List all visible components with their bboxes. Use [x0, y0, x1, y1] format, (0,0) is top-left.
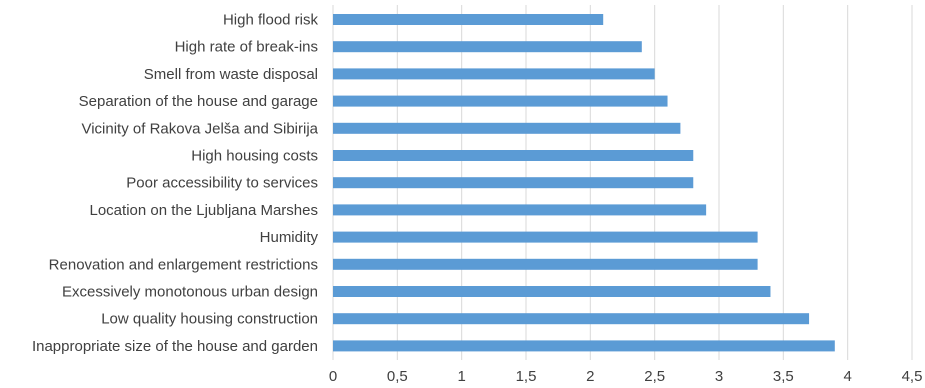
category-label: Separation of the house and garage	[79, 93, 318, 110]
bars	[333, 14, 835, 352]
x-tick-label: 4,5	[902, 368, 923, 385]
bar	[333, 177, 694, 189]
x-tick-label: 0,5	[387, 368, 408, 385]
bar	[333, 41, 642, 53]
category-label: Vicinity of Rakova Jelša and Sibirija	[81, 120, 318, 137]
category-labels: High flood risk High rate of break-ins Sme…	[32, 12, 319, 355]
bar	[333, 122, 681, 134]
x-tick-label: 1,5	[516, 368, 537, 385]
x-axis-tick-labels: 0 0,5 1 1,5 2 2,5 3 3,5 4 4,5	[329, 368, 923, 385]
bar	[333, 150, 694, 161]
x-tick-label: 3,5	[773, 368, 794, 385]
x-tick-label: 1	[457, 368, 465, 385]
x-tick-label: 3	[715, 368, 723, 385]
category-label: High rate of break-ins	[175, 39, 318, 56]
bar	[333, 95, 668, 107]
x-tick-label: 2	[586, 368, 594, 385]
x-tick-label: 2,5	[644, 368, 665, 385]
category-label: Low quality housing construction	[101, 311, 318, 328]
category-label: Poor accessibility to services	[126, 175, 318, 192]
bar	[333, 204, 707, 216]
category-label: Excessively monotonous urban design	[62, 284, 318, 301]
category-label: Humidity	[260, 229, 319, 246]
category-label: Smell from waste disposal	[144, 66, 318, 83]
category-label: High flood risk	[223, 12, 319, 29]
bar	[333, 68, 655, 80]
category-label: Inappropriate size of the house and gard…	[32, 338, 318, 355]
category-label: Location on the Ljubljana Marshes	[90, 202, 319, 219]
bar	[333, 231, 758, 243]
x-tick-label: 0	[329, 368, 337, 385]
bar	[333, 286, 771, 297]
bar	[333, 258, 758, 270]
bar	[333, 14, 604, 25]
bar	[333, 313, 810, 325]
bar	[333, 340, 835, 352]
x-tick-label: 4	[843, 368, 851, 385]
category-label: High housing costs	[191, 148, 318, 165]
category-label: Renovation and enlargement restrictions	[49, 256, 318, 273]
